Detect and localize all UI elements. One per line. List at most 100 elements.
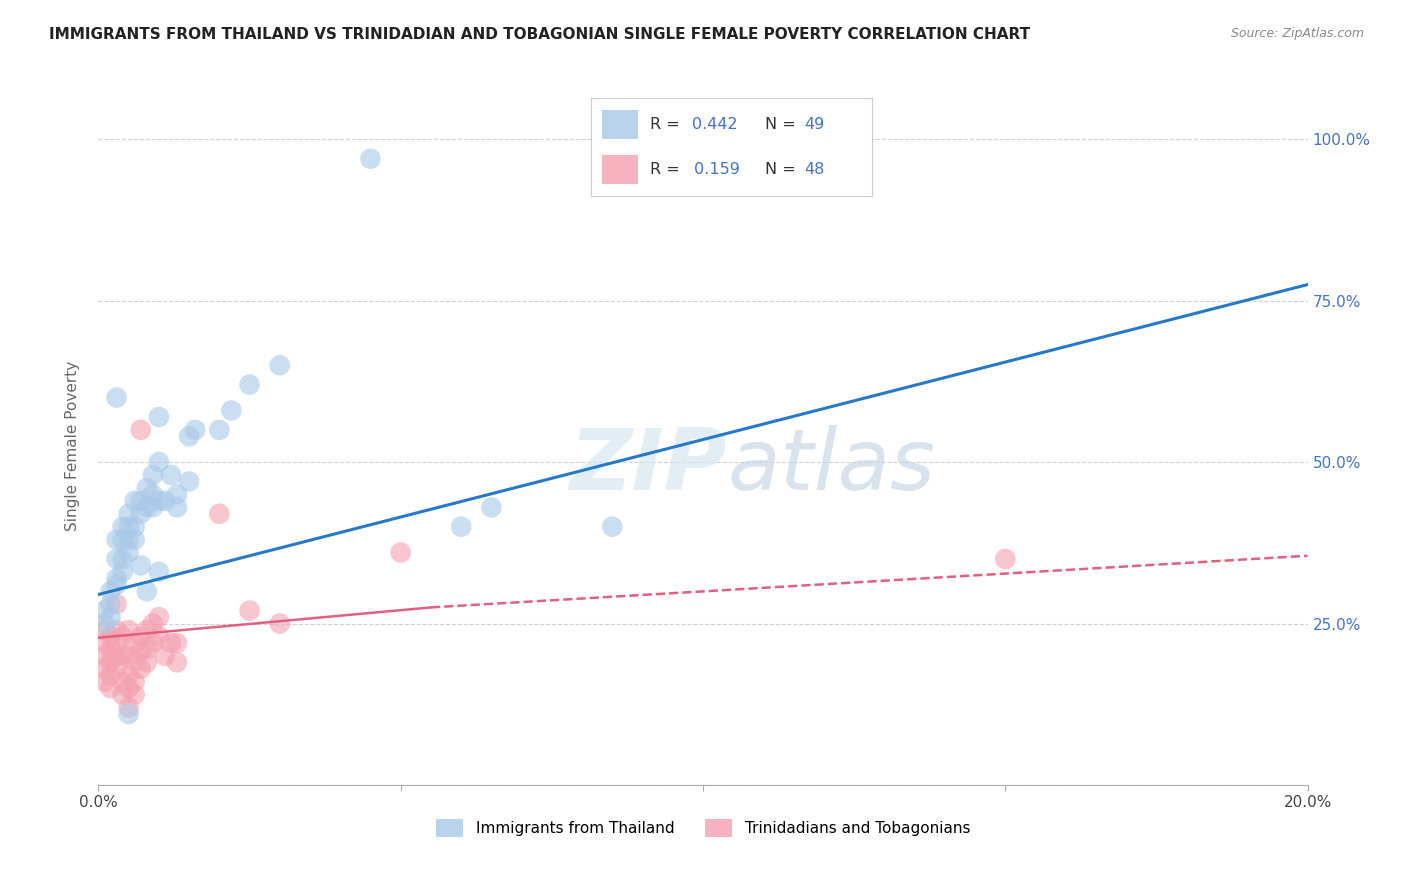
Point — [124, 674, 146, 689]
Point — [111, 688, 134, 702]
Point — [269, 359, 291, 373]
Point — [111, 533, 134, 547]
Point — [100, 630, 122, 644]
Point — [389, 545, 412, 559]
Legend: Immigrants from Thailand, Trinidadians and Tobagonians: Immigrants from Thailand, Trinidadians a… — [429, 811, 977, 845]
Text: R =: R = — [650, 117, 679, 132]
Point — [124, 688, 146, 702]
Point — [129, 494, 152, 508]
Point — [153, 648, 176, 663]
Point — [148, 565, 170, 579]
Point — [124, 655, 146, 669]
Point — [184, 423, 207, 437]
Point — [142, 487, 165, 501]
Point — [118, 507, 141, 521]
Point — [994, 552, 1017, 566]
Text: 49: 49 — [804, 117, 824, 132]
Text: 48: 48 — [804, 162, 824, 178]
Point — [100, 584, 122, 599]
Point — [118, 706, 141, 721]
Point — [160, 636, 183, 650]
Point — [118, 681, 141, 695]
Point — [100, 655, 122, 669]
Point — [118, 519, 141, 533]
Point — [153, 494, 176, 508]
Point — [160, 468, 183, 483]
Text: IMMIGRANTS FROM THAILAND VS TRINIDADIAN AND TOBAGONIAN SINGLE FEMALE POVERTY COR: IMMIGRANTS FROM THAILAND VS TRINIDADIAN … — [49, 27, 1031, 42]
Point — [602, 519, 624, 533]
Point — [148, 630, 170, 644]
Point — [142, 636, 165, 650]
Point — [239, 604, 262, 618]
Point — [100, 681, 122, 695]
Text: Source: ZipAtlas.com: Source: ZipAtlas.com — [1230, 27, 1364, 40]
Point — [450, 519, 472, 533]
Point — [129, 662, 152, 676]
Point — [111, 630, 134, 644]
Text: ZIP: ZIP — [569, 425, 727, 508]
Point — [105, 578, 128, 592]
Point — [105, 597, 128, 611]
Point — [135, 655, 157, 669]
Point — [166, 500, 188, 515]
Point — [142, 616, 165, 631]
Point — [105, 623, 128, 637]
Bar — [602, 110, 638, 139]
Point — [135, 584, 157, 599]
Point — [111, 648, 134, 663]
Point — [148, 409, 170, 424]
Point — [221, 403, 243, 417]
Point — [105, 648, 128, 663]
Point — [111, 519, 134, 533]
Point — [124, 533, 146, 547]
Point — [124, 636, 146, 650]
Point — [124, 519, 146, 533]
Point — [93, 616, 115, 631]
Point — [148, 610, 170, 624]
Text: atlas: atlas — [727, 425, 935, 508]
Point — [93, 648, 115, 663]
Text: 0.442: 0.442 — [692, 117, 737, 132]
Point — [129, 423, 152, 437]
Point — [93, 604, 115, 618]
Point — [118, 648, 141, 663]
Point — [105, 662, 128, 676]
Text: N =: N = — [765, 162, 796, 178]
Text: R =: R = — [650, 162, 679, 178]
Point — [129, 558, 152, 573]
Point — [135, 623, 157, 637]
Point — [93, 636, 115, 650]
Point — [124, 494, 146, 508]
Point — [166, 487, 188, 501]
Point — [129, 642, 152, 657]
Point — [93, 623, 115, 637]
Point — [100, 597, 122, 611]
Bar — [602, 155, 638, 185]
Text: 0.159: 0.159 — [689, 162, 740, 178]
Point — [100, 610, 122, 624]
Point — [105, 636, 128, 650]
Point — [100, 668, 122, 682]
Point — [179, 429, 201, 443]
Point — [360, 152, 382, 166]
Point — [111, 565, 134, 579]
Point — [118, 623, 141, 637]
Point — [105, 571, 128, 585]
Point — [208, 423, 231, 437]
Point — [239, 377, 262, 392]
Point — [129, 507, 152, 521]
Point — [179, 475, 201, 489]
Point — [118, 700, 141, 714]
Point — [135, 642, 157, 657]
Point — [148, 455, 170, 469]
Point — [129, 630, 152, 644]
Point — [105, 533, 128, 547]
Point — [105, 391, 128, 405]
Y-axis label: Single Female Poverty: Single Female Poverty — [65, 361, 80, 531]
Point — [142, 468, 165, 483]
Point — [135, 500, 157, 515]
Point — [269, 616, 291, 631]
Point — [166, 636, 188, 650]
Point — [481, 500, 503, 515]
Point — [148, 494, 170, 508]
